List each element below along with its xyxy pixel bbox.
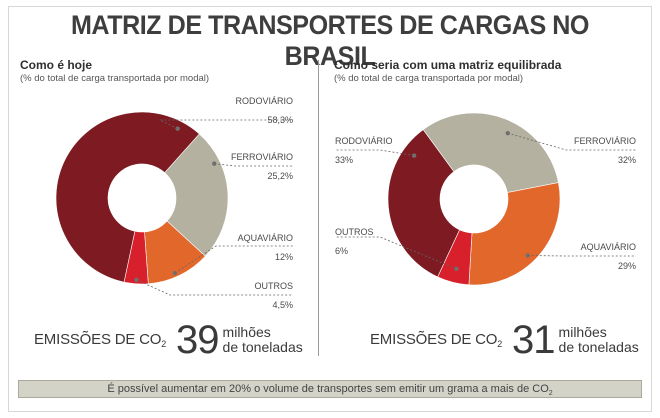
leader-line: [159, 119, 293, 129]
footer-note: É possível aumentar em 20% o volume de t…: [18, 380, 642, 398]
slice-label-ferroviario: FERROVIÁRIO: [231, 152, 293, 162]
main-title: MATRIZ DE TRANSPORTES DE CARGAS NO BRASI…: [70, 10, 590, 71]
emissions-value: 39: [176, 318, 219, 362]
slice-label-outros: OUTROS: [335, 227, 374, 237]
left-emissions: EMISSÕES DE CO2 39 milhões de toneladas: [34, 320, 303, 360]
right-emissions: EMISSÕES DE CO2 31 milhões de toneladas: [370, 320, 639, 360]
slice-value-outros: 4,5%: [272, 300, 293, 310]
donut-hole: [108, 164, 176, 232]
emissions-value: 31: [512, 318, 555, 362]
slice-value-ferroviario: 25,2%: [267, 171, 293, 181]
slice-value-aquaviario: 29%: [618, 261, 636, 271]
slice-value-ferroviario: 32%: [618, 155, 636, 165]
slice-value-rodoviario: 58,3%: [267, 115, 293, 125]
slice-value-aquaviario: 12%: [275, 252, 293, 262]
slice-label-aquaviario: AQUAVIÁRIO: [238, 233, 293, 243]
slice-value-outros: 6%: [335, 246, 348, 256]
leader-line: [136, 279, 293, 296]
leader-line: [507, 132, 636, 151]
leader-line: [335, 236, 457, 270]
leader-line: [174, 245, 293, 274]
slice-label-outros: OUTROS: [254, 281, 293, 291]
emissions-unit: milhões de toneladas: [222, 324, 303, 355]
slice-label-aquaviario: AQUAVIÁRIO: [581, 242, 636, 252]
left-panel-title: Como é hoje: [20, 58, 93, 72]
leader-line: [214, 163, 293, 167]
right-panel-title: Como seria com uma matriz equilibrada: [334, 58, 562, 72]
leader-line: [335, 149, 415, 156]
emissions-label: EMISSÕES DE CO2: [370, 331, 503, 349]
donut-hole: [440, 165, 508, 233]
emissions-label: EMISSÕES DE CO2: [34, 331, 167, 349]
slice-label-rodoviario: RODOVIÁRIO: [235, 96, 293, 106]
slice-value-rodoviario: 33%: [335, 155, 353, 165]
emissions-unit: milhões de toneladas: [558, 324, 639, 355]
panel-divider: [318, 60, 319, 356]
slice-label-rodoviario: RODOVIÁRIO: [335, 136, 393, 146]
right-panel-subtitle: (% do total de carga transportada por mo…: [334, 73, 524, 84]
slice-label-ferroviario: FERROVIÁRIO: [574, 136, 636, 146]
left-panel-subtitle: (% do total de carga transportada por mo…: [20, 73, 210, 84]
infographic-frame: [8, 6, 652, 412]
